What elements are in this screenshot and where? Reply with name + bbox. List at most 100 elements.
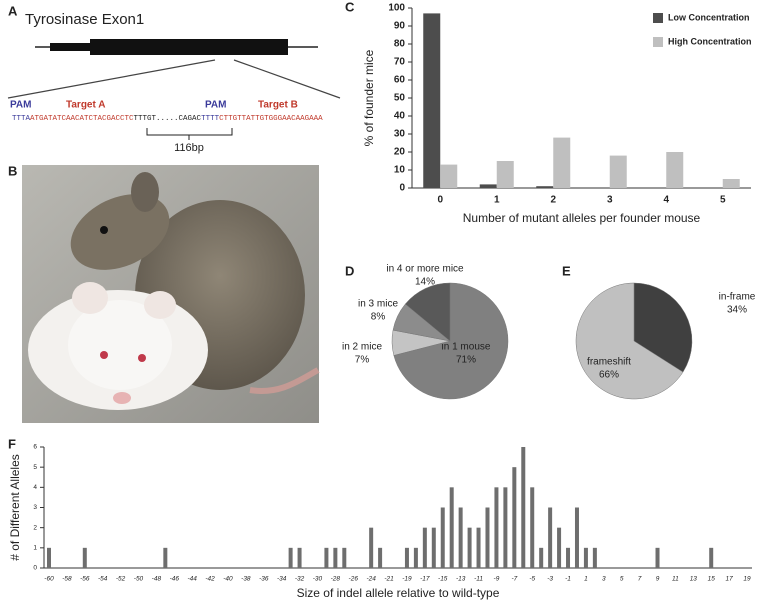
- bar: [431, 527, 436, 568]
- bar: [440, 507, 445, 568]
- dark-mouse-head: [70, 194, 170, 270]
- bar: [440, 164, 458, 188]
- x-tick-label: -21: [384, 576, 394, 583]
- bar: [342, 547, 347, 568]
- x-tick-label: -7: [511, 576, 517, 583]
- exon-box: [90, 39, 288, 55]
- x-tick-label: 0: [437, 195, 443, 206]
- bar: [163, 547, 168, 568]
- bar: [404, 547, 409, 568]
- x-tick-label: -3: [547, 576, 553, 583]
- slice-value-label: 34%: [727, 305, 747, 316]
- utr-box: [50, 43, 92, 51]
- sequence: TTTAATGATATCAACATCTACGACCTCTTTGT.....CAG…: [12, 115, 323, 123]
- white-mouse-ear: [72, 282, 108, 314]
- x-tick-label: -28: [331, 576, 341, 583]
- bar: [413, 547, 418, 568]
- panel-label: C: [345, 0, 355, 14]
- bar: [458, 507, 463, 568]
- bar: [666, 152, 684, 188]
- bar: [709, 547, 714, 568]
- x-tick-label: -54: [98, 576, 108, 583]
- site-label: Target B: [258, 100, 298, 111]
- slice-value-label: 7%: [355, 355, 370, 366]
- pie-slice: [404, 282, 451, 342]
- spacing-label: 116bp: [174, 142, 204, 154]
- bar: [422, 527, 427, 568]
- sequence-part: TTTT: [201, 115, 220, 123]
- diagram-title: Tyrosinase Exon1: [25, 11, 144, 28]
- slice-label: in-frame: [719, 292, 756, 303]
- panel-label: B: [8, 163, 17, 178]
- bar: [566, 547, 571, 568]
- y-tick-label: 20: [394, 147, 406, 158]
- legend-label: High Concentration: [668, 36, 752, 46]
- bar: [288, 547, 293, 568]
- x-tick-label: -11: [474, 576, 483, 583]
- x-tick-label: -46: [170, 576, 180, 583]
- x-tick-label: 5: [720, 195, 726, 206]
- x-tick-label: 3: [602, 576, 606, 583]
- x-tick-label: 19: [743, 576, 751, 583]
- panel-label: D: [345, 263, 354, 278]
- zoom-line: [7, 59, 216, 99]
- panel-label: E: [562, 263, 571, 278]
- y-tick-label: 0: [33, 565, 37, 572]
- x-tick-label: -40: [223, 576, 233, 583]
- bar: [423, 13, 441, 189]
- y-tick-label: 2: [33, 524, 37, 531]
- x-tick-label: -26: [349, 576, 359, 583]
- x-tick-label: -42: [205, 576, 215, 583]
- x-tick-label: -13: [456, 576, 466, 583]
- y-tick-label: 6: [33, 444, 37, 451]
- site-label: Target A: [66, 100, 105, 111]
- site-label: PAM: [10, 100, 31, 111]
- pie-slice: [575, 282, 684, 400]
- x-tick-label: 3: [607, 195, 613, 206]
- bar: [574, 507, 579, 568]
- x-tick-label: -34: [277, 576, 287, 583]
- x-tick-label: 11: [672, 576, 679, 583]
- pie-slice: [633, 282, 693, 373]
- bar: [548, 507, 553, 568]
- x-tick-label: 1: [584, 576, 588, 583]
- x-tick-label: -5: [529, 576, 535, 583]
- x-axis-label: Size of indel allele relative to wild-ty…: [297, 586, 500, 600]
- dark-mouse-ear: [131, 172, 159, 212]
- slice-label: in 4 or more mice: [386, 264, 464, 275]
- site-label: PAM: [205, 100, 226, 111]
- y-tick-label: 50: [394, 93, 406, 104]
- y-tick-label: 5: [33, 464, 37, 471]
- x-tick-label: -52: [116, 576, 126, 583]
- slice-label: in 2 mice: [342, 342, 382, 353]
- sequence-part: CTTGTTATTGTGGGAACAAGAAA: [219, 115, 323, 123]
- y-tick-label: 60: [394, 75, 406, 86]
- bar: [333, 547, 338, 568]
- sequence-part: TTTA: [12, 115, 31, 123]
- y-axis-label: # of Different Alleles: [8, 454, 22, 561]
- bar: [503, 487, 508, 568]
- legend-swatch: [653, 37, 663, 47]
- x-tick-label: 1: [494, 195, 500, 206]
- x-tick-label: -58: [62, 576, 72, 583]
- bar: [494, 487, 499, 568]
- x-tick-label: -1: [565, 576, 571, 583]
- zoom-line: [233, 59, 341, 99]
- x-tick-label: -56: [80, 576, 90, 583]
- x-tick-label: 4: [663, 195, 669, 206]
- y-tick-label: 80: [394, 39, 406, 50]
- white-mouse-nose: [113, 392, 131, 404]
- x-tick-label: 9: [656, 576, 660, 583]
- y-axis-label: % of founder mice: [362, 49, 376, 146]
- x-tick-label: -60: [44, 576, 54, 583]
- slice-value-label: 71%: [456, 355, 476, 366]
- x-tick-label: -50: [134, 576, 144, 583]
- bar: [722, 179, 740, 188]
- bar: [378, 547, 383, 568]
- bar: [655, 547, 660, 568]
- bar: [449, 487, 454, 568]
- legend-label: Low Concentration: [668, 12, 750, 22]
- x-tick-label: 2: [550, 195, 556, 206]
- slice-label: in 1 mouse: [442, 342, 491, 353]
